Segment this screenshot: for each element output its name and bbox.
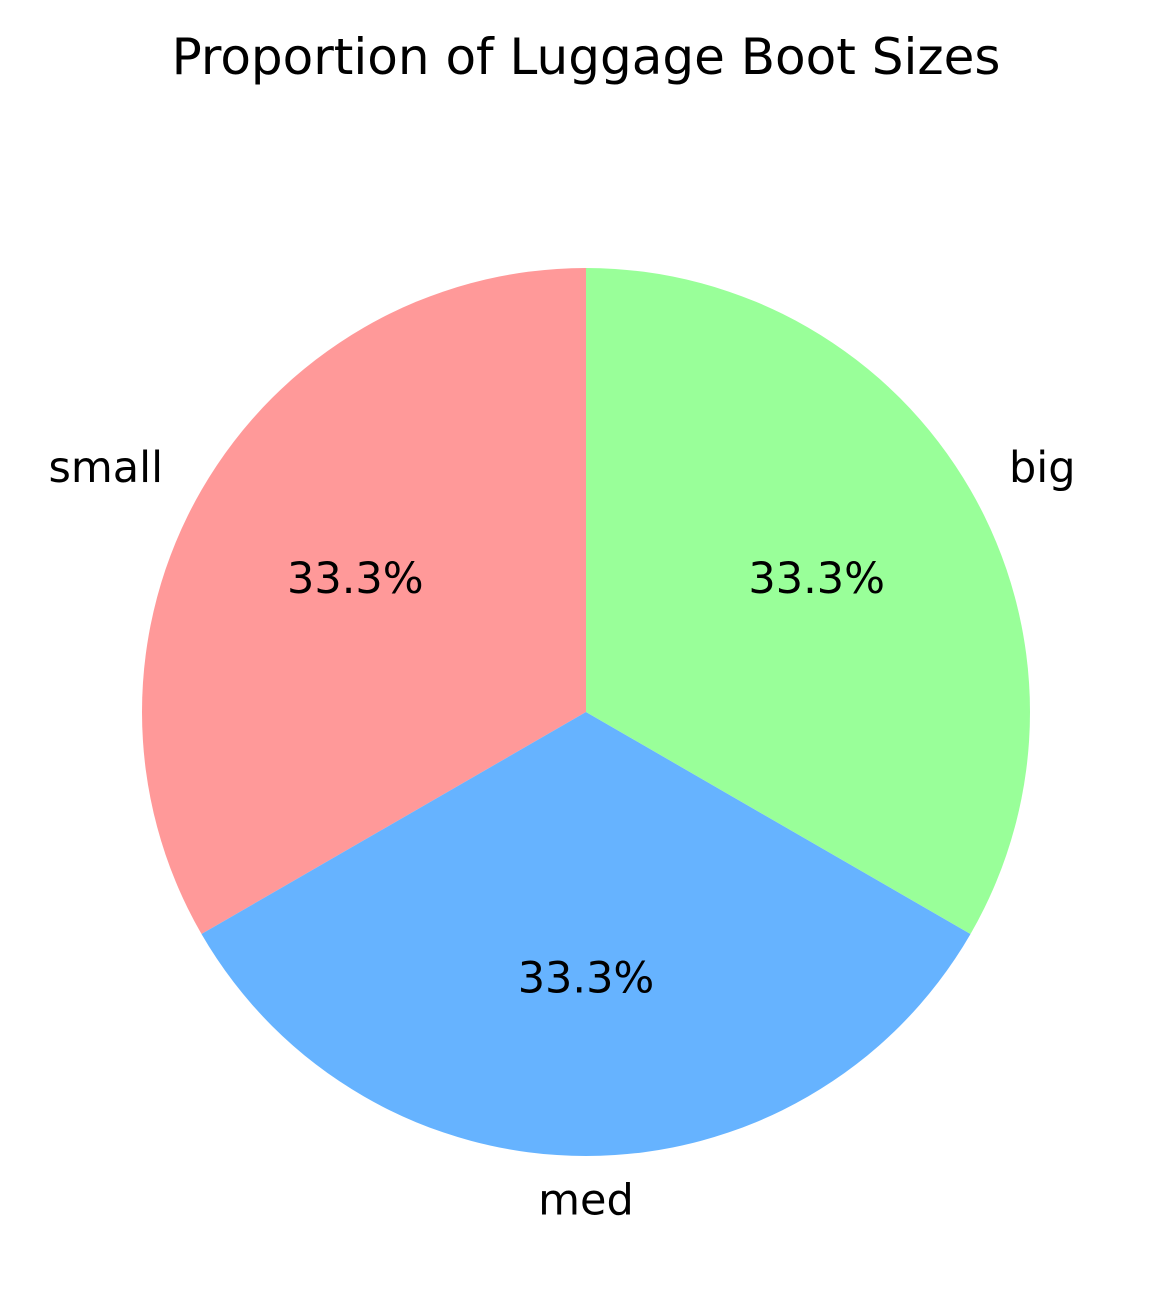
pie-slice-big [586,268,1030,934]
pie-percent-label-big: 33.3% [748,554,885,604]
pie-category-label-big: big [1009,443,1076,493]
pie-percent-label-med: 33.3% [518,953,655,1003]
pie-category-label-small: small [48,443,163,493]
pie-slice-small [141,268,586,934]
chart-title: Proportion of Luggage Boot Sizes [172,28,1001,86]
pie-category-label-med: med [538,1175,634,1225]
pie-slices [141,268,1030,1156]
pie-labels: 33.3% small 33.3% med 33.3% big [48,443,1075,1226]
pie-percent-label-small: 33.3% [287,554,424,604]
